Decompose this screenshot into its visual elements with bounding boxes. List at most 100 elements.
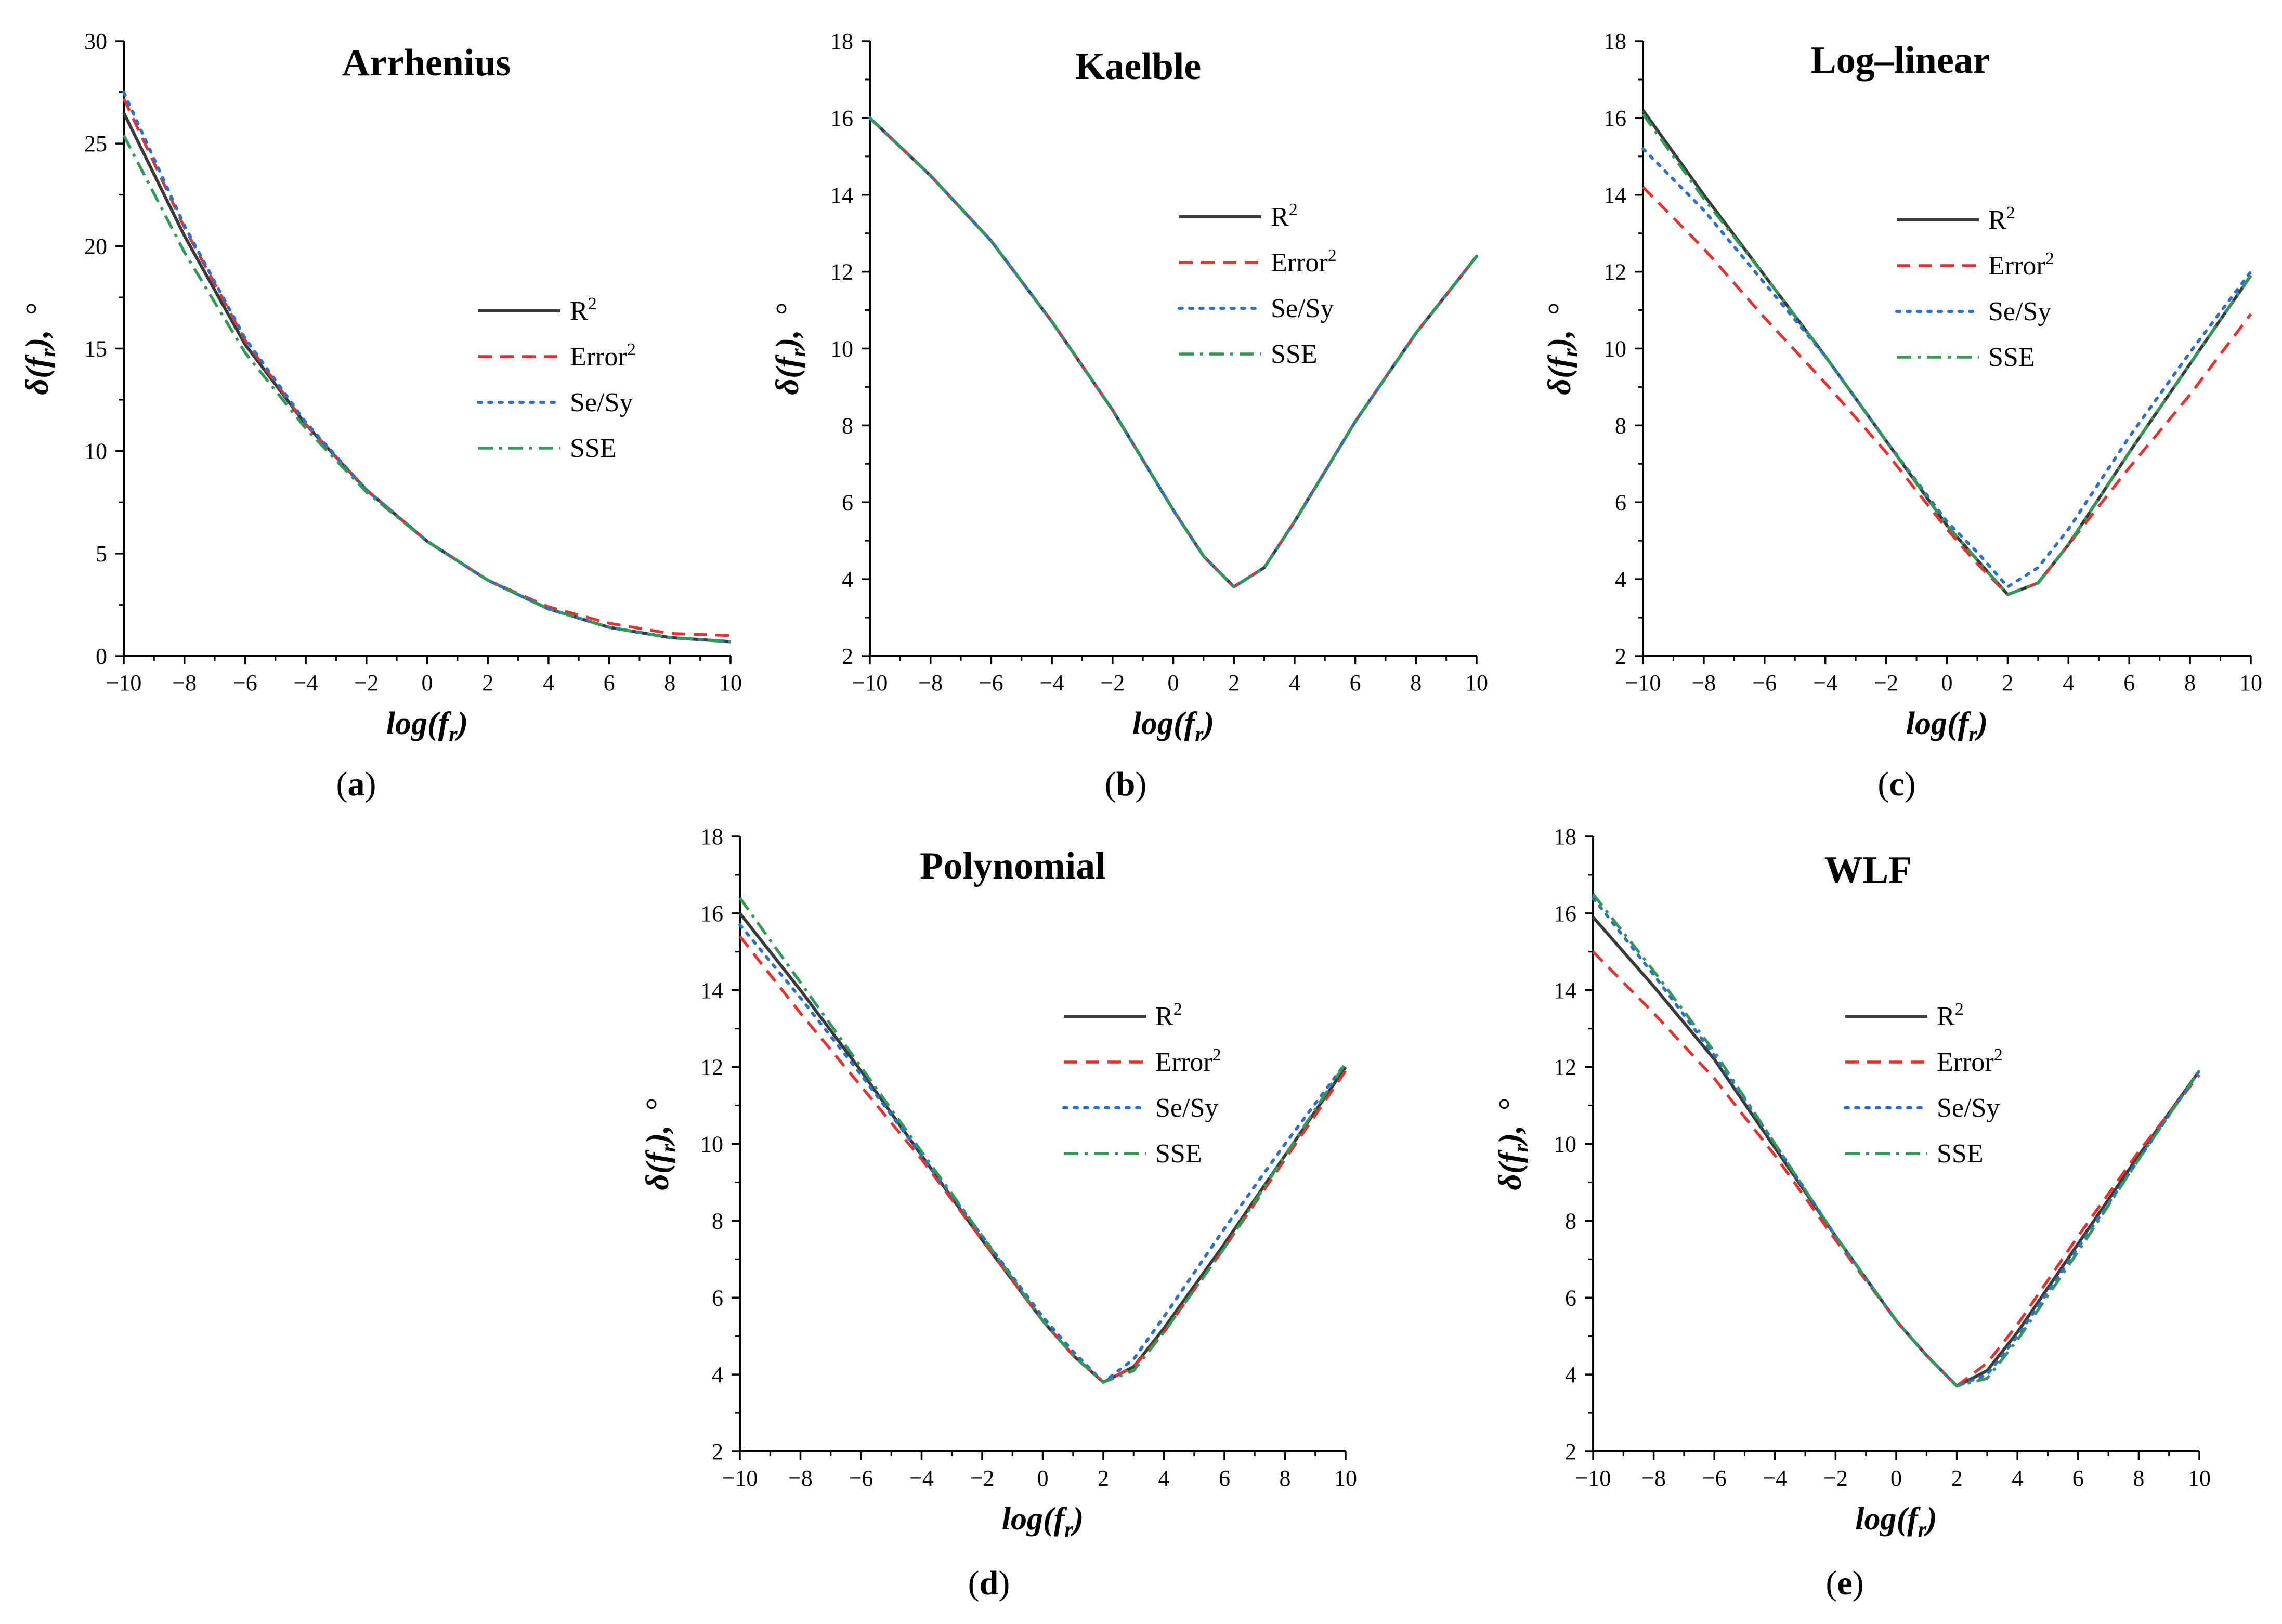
y-tick-label: 12 xyxy=(1554,1055,1576,1080)
x-tick-label: 2 xyxy=(1098,1465,1109,1491)
series-line-sesy xyxy=(1641,147,2252,588)
series-line-sse xyxy=(738,897,1347,1384)
series-line-r2 xyxy=(1592,916,2201,1388)
panel-title: Log–linear xyxy=(1810,39,1990,82)
y-tick-label: 30 xyxy=(84,29,107,54)
x-tick-label: −10 xyxy=(852,670,888,696)
x-tick-label: 2 xyxy=(482,670,493,696)
x-tick-label: 10 xyxy=(1334,1465,1357,1491)
series-line-r2 xyxy=(868,116,1478,588)
x-tick-label: −6 xyxy=(849,1465,873,1491)
panel-d: −10 −8 −6 −4 −2 0 2 4 6 8 10 2 4 6 8 10 12 14 16 18 Polynomi… xyxy=(640,824,1357,1602)
panel-c: −10 −8 −6 −4 −2 0 2 4 6 8 10 2 4 6 8 10 12 14 16 18 Log–line… xyxy=(1542,29,2262,803)
x-tick-label: 0 xyxy=(1890,1465,1902,1491)
y-tick-label: 14 xyxy=(1554,978,1576,1003)
x-tick-label: −6 xyxy=(1702,1465,1727,1491)
y-tick-label: 8 xyxy=(1615,413,1626,438)
x-tick-label: 10 xyxy=(2239,670,2262,696)
legend-label: SSE xyxy=(1988,343,2035,372)
panel-title: Polynomial xyxy=(920,845,1106,887)
x-tick-label: −4 xyxy=(909,1465,934,1491)
legend-label: R2 xyxy=(1155,1000,1182,1031)
y-tick-label: 6 xyxy=(842,490,853,515)
x-axis-label: log(fr) xyxy=(1132,706,1215,746)
y-tick-label: 18 xyxy=(1603,29,1626,54)
y-tick-label: 10 xyxy=(1603,336,1626,362)
x-tick-label: 0 xyxy=(1037,1465,1049,1491)
x-tick-label: −2 xyxy=(1874,670,1898,696)
panel-title: Arrhenius xyxy=(342,42,511,84)
x-tick-label: 6 xyxy=(2123,670,2135,696)
x-tick-label: −2 xyxy=(970,1465,995,1491)
x-tick-label: −8 xyxy=(1691,670,1716,696)
x-tick-label: 10 xyxy=(719,670,742,696)
panel-letter: (b) xyxy=(1105,765,1147,803)
series-line-error2 xyxy=(122,98,731,637)
legend-label: Se/Sy xyxy=(570,388,633,417)
series-line-sse xyxy=(122,135,731,644)
x-tick-label: −6 xyxy=(979,670,1003,696)
series-line-error2 xyxy=(1642,186,2252,596)
y-tick-label: 10 xyxy=(1554,1132,1576,1157)
legend-label: Se/Sy xyxy=(1988,297,2051,326)
x-tick-label: −2 xyxy=(1100,670,1125,696)
y-axis-label: δ(fr),° xyxy=(770,302,811,395)
y-tick-label: 8 xyxy=(1565,1208,1576,1234)
panel-title: Kaelble xyxy=(1075,45,1202,88)
y-tick-label: 10 xyxy=(84,439,107,464)
y-tick-label: 2 xyxy=(1565,1439,1576,1464)
legend-label: SSE xyxy=(1271,339,1318,369)
x-tick-label: 8 xyxy=(1280,1465,1291,1491)
y-axis-label: δ(fr),° xyxy=(1493,1097,1533,1190)
y-tick-label: 14 xyxy=(1603,182,1626,208)
x-tick-label: 8 xyxy=(664,670,675,696)
x-tick-label: −2 xyxy=(354,670,379,696)
y-tick-label: 6 xyxy=(1615,490,1626,515)
y-tick-label: 14 xyxy=(830,182,853,208)
y-tick-label: 16 xyxy=(830,106,853,131)
x-axis-label: log(fr) xyxy=(1906,706,1988,746)
legend-label: Error2 xyxy=(1271,246,1337,278)
y-tick-label: 25 xyxy=(84,131,107,156)
y-tick-label: 4 xyxy=(842,567,853,592)
series-line-r2 xyxy=(738,912,1347,1384)
panel-e: −10 −8 −6 −4 −2 0 2 4 6 8 10 2 4 6 8 10 12 14 16 18 WLF R2 Err… xyxy=(1493,824,2211,1602)
y-tick-label: 8 xyxy=(712,1208,723,1234)
x-tick-label: 4 xyxy=(1158,1465,1170,1491)
x-tick-label: −6 xyxy=(1752,670,1777,696)
legend-label: Error2 xyxy=(1988,249,2054,281)
y-tick-label: 10 xyxy=(700,1132,723,1157)
y-axis-label: δ(fr),° xyxy=(1542,302,1583,395)
y-tick-label: 2 xyxy=(712,1439,723,1464)
x-tick-label: −8 xyxy=(918,670,943,696)
y-tick-label: 15 xyxy=(84,336,107,362)
y-tick-label: 16 xyxy=(1603,106,1626,131)
series-line-sesy xyxy=(738,923,1347,1384)
x-tick-label: 10 xyxy=(1465,670,1488,696)
x-tick-label: 8 xyxy=(2133,1465,2144,1491)
y-axis-label: δ(fr),° xyxy=(20,302,60,395)
legend-label: Se/Sy xyxy=(1271,294,1334,323)
panel-letter: (c) xyxy=(1877,765,1915,803)
x-tick-label: −4 xyxy=(1763,1465,1787,1491)
x-tick-label: −10 xyxy=(722,1465,758,1491)
x-tick-label: −4 xyxy=(1813,670,1837,696)
legend-label: SSE xyxy=(1937,1139,1984,1169)
legend-label: Se/Sy xyxy=(1937,1093,2000,1123)
panel-letter: (e) xyxy=(1825,1564,1863,1602)
series-line-sesy xyxy=(122,90,732,644)
legend-label: Error2 xyxy=(1155,1045,1221,1077)
series-line-sesy xyxy=(868,116,1478,588)
x-axis-label: log(fr) xyxy=(1855,1501,1937,1542)
panel-title: WLF xyxy=(1824,849,1912,892)
y-axis-label: δ(fr),° xyxy=(640,1097,681,1190)
y-tick-label: 6 xyxy=(712,1285,723,1311)
legend-label: R2 xyxy=(570,294,597,326)
x-tick-label: 2 xyxy=(1951,1465,1963,1491)
legend-label: R2 xyxy=(1937,1000,1964,1031)
legend-label: SSE xyxy=(1155,1139,1202,1169)
y-tick-label: 6 xyxy=(1565,1285,1576,1311)
series-line-sesy xyxy=(1592,896,2201,1388)
y-tick-label: 14 xyxy=(700,978,723,1003)
